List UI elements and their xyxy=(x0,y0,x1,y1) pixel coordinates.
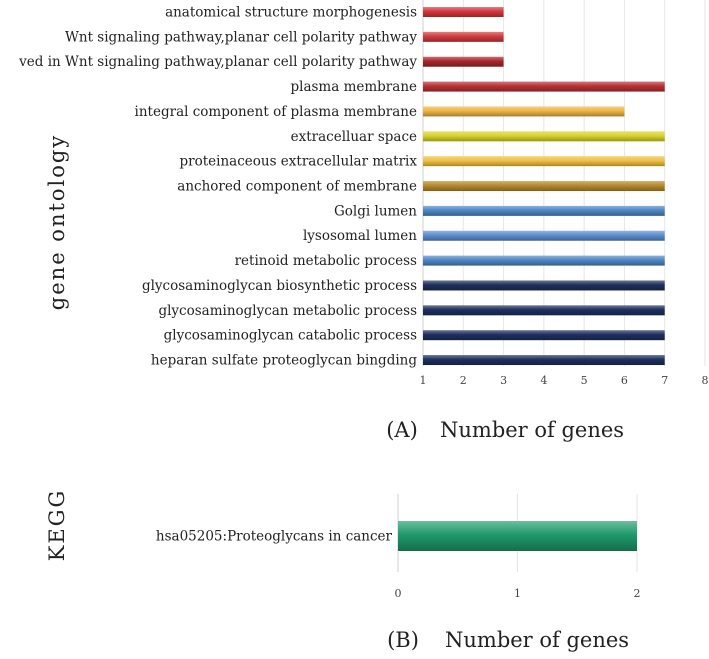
category-label: anatomical structure morphogenesis xyxy=(165,5,417,21)
bar xyxy=(423,330,665,341)
bar xyxy=(423,205,665,216)
panel-label-a: (A) xyxy=(386,418,418,442)
category-label: Wnt signaling pathway,planar cell polari… xyxy=(65,29,417,45)
bar xyxy=(423,31,504,42)
bar xyxy=(423,305,665,316)
category-label: integral component of plasma membrane xyxy=(135,104,417,120)
chart-b: hsa05205:Proteoglycans in cancer 0 1 2 KEG… xyxy=(45,489,641,652)
category-labels-a: anatomical structure morphogenesis Wnt si… xyxy=(18,5,417,369)
category-label: glycosaminoglycan biosynthetic process xyxy=(142,278,417,294)
panel-label-b: (B) xyxy=(387,628,419,652)
bar xyxy=(423,7,504,17)
bar xyxy=(423,56,504,67)
bar xyxy=(423,106,625,117)
y-axis-label-b: KEGG xyxy=(45,489,69,562)
bar xyxy=(423,255,665,266)
x-tick-label: 6 xyxy=(621,374,628,387)
bar xyxy=(423,181,665,192)
x-tick-label: 1 xyxy=(420,374,427,387)
bar xyxy=(423,81,665,92)
x-tick-label: 1 xyxy=(514,587,521,600)
x-tick-label: 3 xyxy=(500,374,507,387)
bar xyxy=(423,131,665,142)
bar xyxy=(423,156,665,167)
x-tick-label: 5 xyxy=(581,374,588,387)
category-label: Golgi lumen xyxy=(334,203,417,219)
x-axis-label-b: Number of genes xyxy=(445,628,629,652)
category-label: ved in Wnt signaling pathway,planar cell… xyxy=(18,54,417,70)
category-label: proteinaceous extracellular matrix xyxy=(180,154,418,170)
x-tick-label: 0 xyxy=(395,587,402,600)
bar xyxy=(398,521,637,551)
x-ticks-a: 1 2 3 4 5 6 7 8 xyxy=(420,374,709,387)
category-label: plasma membrane xyxy=(291,79,418,95)
x-tick-label: 4 xyxy=(540,374,547,387)
category-label: anchored component of membrane xyxy=(177,179,417,195)
category-label: extracelluar space xyxy=(291,129,417,145)
bar xyxy=(423,230,665,241)
bar xyxy=(423,280,665,291)
x-tick-label: 8 xyxy=(702,374,709,387)
x-tick-label: 2 xyxy=(460,374,467,387)
category-label: hsa05205:Proteoglycans in cancer xyxy=(156,529,393,545)
category-label: glycosaminoglycan metabolic process xyxy=(158,303,417,319)
category-label: retinoid metabolic process xyxy=(235,253,417,269)
x-axis-label-a: Number of genes xyxy=(440,418,624,442)
category-label: heparan sulfate proteoglycan bingding xyxy=(151,353,417,369)
category-labels-b: hsa05205:Proteoglycans in cancer xyxy=(156,529,393,545)
chart-a: anatomical structure morphogenesis Wnt si… xyxy=(18,0,709,442)
category-label: lysosomal lumen xyxy=(303,228,417,244)
category-label: glycosaminoglycan catabolic process xyxy=(164,328,417,344)
bars-b xyxy=(398,521,637,551)
x-ticks-b: 0 1 2 xyxy=(395,587,641,600)
x-tick-label: 7 xyxy=(661,374,668,387)
bar xyxy=(423,355,665,366)
x-tick-label: 2 xyxy=(634,587,641,600)
bars-a xyxy=(423,7,665,366)
y-axis-label-a: gene ontology xyxy=(45,134,69,310)
